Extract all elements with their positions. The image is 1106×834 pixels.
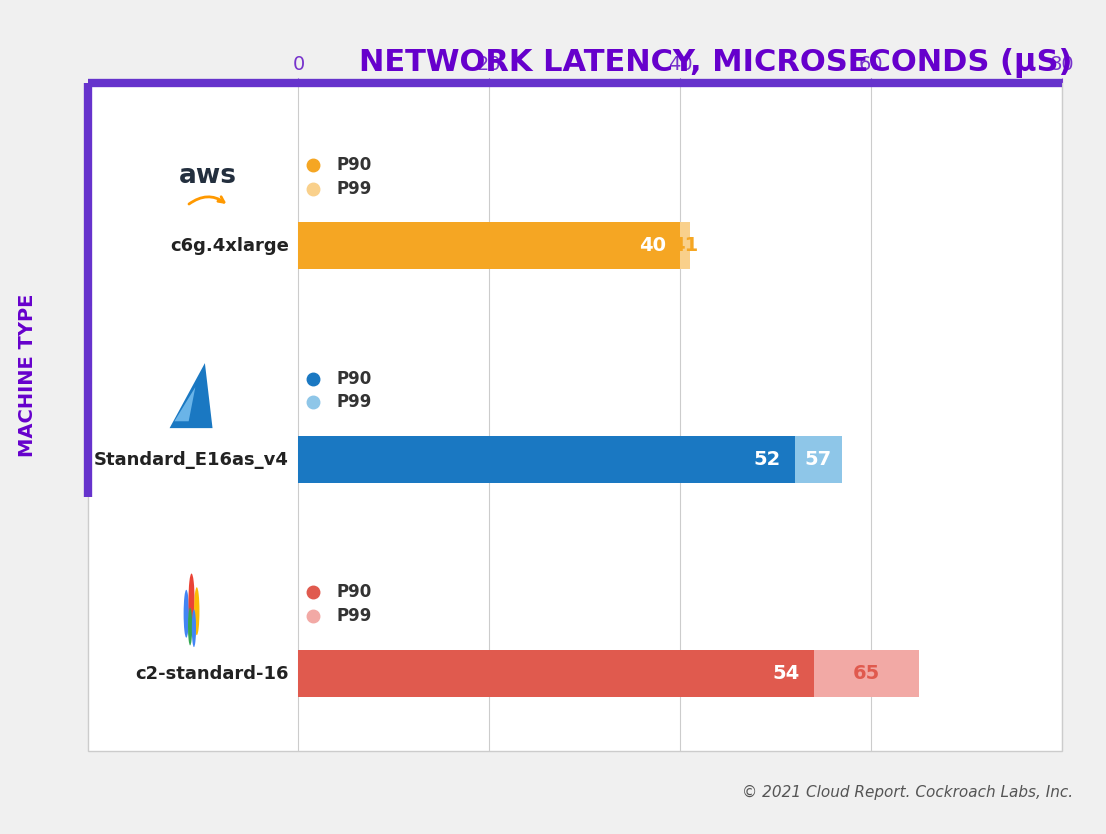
Text: © 2021 Cloud Report. Cockroach Labs, Inc.: © 2021 Cloud Report. Cockroach Labs, Inc… (742, 785, 1073, 800)
Circle shape (188, 574, 195, 628)
Text: 40: 40 (639, 236, 666, 255)
Bar (299, 223, 680, 269)
Bar (299, 436, 794, 483)
Text: 54: 54 (772, 664, 800, 683)
Text: P90: P90 (336, 583, 372, 601)
Circle shape (184, 590, 189, 638)
Text: P99: P99 (336, 394, 372, 411)
Text: 52: 52 (753, 450, 780, 470)
Text: P90: P90 (336, 369, 372, 388)
Text: P99: P99 (336, 179, 372, 198)
Bar (814, 650, 919, 697)
Text: 65: 65 (853, 664, 879, 683)
Text: P90: P90 (336, 156, 372, 173)
Polygon shape (175, 387, 196, 421)
Text: c2-standard-16: c2-standard-16 (135, 665, 289, 682)
Text: 57: 57 (805, 450, 832, 470)
Text: P99: P99 (336, 607, 372, 626)
Bar (299, 650, 814, 697)
Text: 41: 41 (671, 236, 699, 255)
Polygon shape (169, 363, 212, 428)
Text: MACHINE TYPE: MACHINE TYPE (18, 294, 38, 457)
Circle shape (195, 587, 199, 636)
Text: Standard_E16as_v4: Standard_E16as_v4 (94, 450, 289, 469)
Circle shape (191, 610, 196, 647)
Circle shape (188, 608, 192, 646)
Bar (794, 436, 843, 483)
Bar (680, 223, 690, 269)
Text: aws: aws (179, 163, 237, 188)
Text: NETWORK LATENCY, MICROSECONDS (μS): NETWORK LATENCY, MICROSECONDS (μS) (359, 48, 1073, 78)
Text: c6g.4xlarge: c6g.4xlarge (170, 237, 289, 255)
